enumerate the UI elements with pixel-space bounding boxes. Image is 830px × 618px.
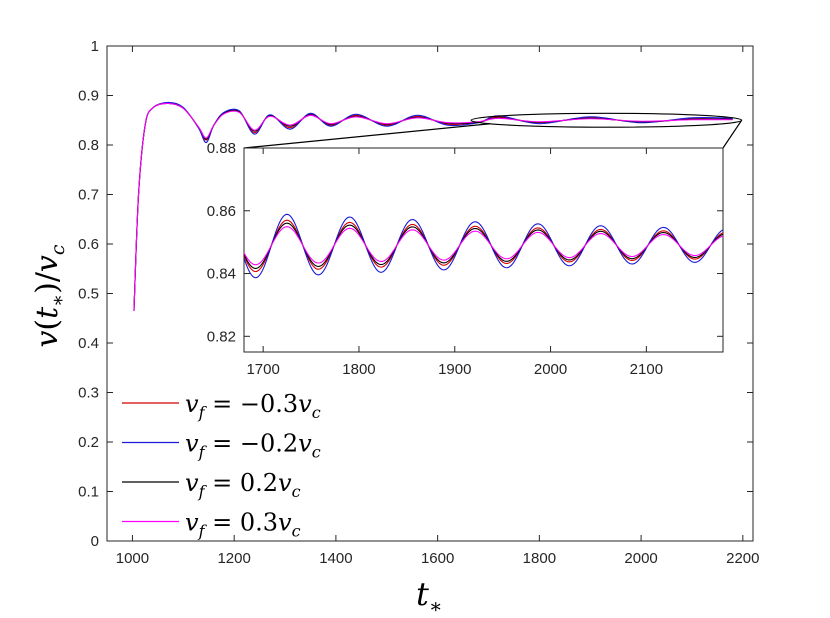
inset-series-group <box>244 213 723 279</box>
main-series-group <box>133 101 733 311</box>
legend-sub: f <box>198 443 208 462</box>
main-xtick-label: 1800 <box>523 550 556 567</box>
legend-coef: −0.2 <box>240 430 298 458</box>
y-label-slash: / <box>30 271 65 282</box>
y-label-c: c <box>47 244 69 255</box>
main-ytick-label: 0.8 <box>78 137 99 154</box>
main-xtick-label: 1000 <box>116 550 149 567</box>
main-ytick-label: 1 <box>91 38 99 55</box>
main-ytick-label: 0.3 <box>78 385 99 402</box>
zoom-connector-left <box>243 123 491 149</box>
x-axis-label-t: t <box>416 575 429 613</box>
main-series-line-4 <box>133 102 733 311</box>
main-xtick-label: 2000 <box>624 550 657 567</box>
legend-unit: v <box>298 390 312 418</box>
main-ytick-label: 0.1 <box>78 484 99 501</box>
inset-xtick-label: 2000 <box>534 361 567 378</box>
y-label-star: ∗ <box>47 294 69 307</box>
main-xtick-label: 2200 <box>726 550 759 567</box>
y-axis-label: v(t∗)/vc <box>30 244 69 347</box>
main-ytick-label: 0.2 <box>78 434 99 451</box>
legend-eq: = <box>204 509 239 537</box>
main-xtick-label: 1600 <box>421 550 454 567</box>
legend-var: v <box>185 430 199 458</box>
main-ytick-label: 0.4 <box>78 335 99 352</box>
inset-axes-frame <box>243 147 724 353</box>
inset-xtick-label: 2100 <box>630 361 663 378</box>
inset-xtick-label: 1800 <box>342 361 375 378</box>
main-y-ticks: 0 0.1 0.2 0.3 0.4 0.5 0.6 0.7 0.8 0.9 1 <box>78 38 753 550</box>
y-label-close: ) <box>30 282 65 294</box>
legend-sub: f <box>198 403 208 422</box>
inset-series-line-2 <box>244 213 723 279</box>
x-axis-label-sub: ∗ <box>429 594 443 618</box>
inset-series-line-3 <box>244 222 723 269</box>
legend-var: v <box>185 509 199 537</box>
y-label-open: ( <box>30 319 65 331</box>
inset-series-line-4 <box>244 226 723 266</box>
inset-xtick-label: 1700 <box>246 361 279 378</box>
legend-eq: = <box>204 390 239 418</box>
main-xtick-label: 1400 <box>319 550 352 567</box>
zoom-connector-right <box>722 119 743 149</box>
zoom-callout <box>243 112 743 149</box>
inset-x-ticks: 1700 1800 1900 2000 2100 <box>246 148 663 378</box>
legend-coef: 0.2 <box>240 469 278 497</box>
legend-unit-sub: c <box>292 482 301 501</box>
inset-xtick-label: 1900 <box>438 361 471 378</box>
main-ytick-label: 0.5 <box>78 286 99 303</box>
legend-unit-sub: c <box>312 443 321 462</box>
legend-unit-sub: c <box>292 522 301 541</box>
inset-plot: 1700 1800 1900 2000 2100 0.82 0.84 0.86 0.88 <box>207 140 724 378</box>
y-label-v: v <box>30 331 65 348</box>
legend-coef: −0.3 <box>240 390 298 418</box>
inset-ytick-label: 0.84 <box>207 266 236 283</box>
legend-unit: v <box>278 509 292 537</box>
legend-sub: f <box>198 522 208 541</box>
main-ytick-label: 0.7 <box>78 187 99 204</box>
legend-var: v <box>185 390 199 418</box>
legend-sub: f <box>198 482 208 501</box>
y-label-t: t <box>30 306 65 319</box>
legend-label: vf = −0.3vc <box>185 390 321 422</box>
legend-unit: v <box>278 469 292 497</box>
main-xtick-label: 1200 <box>217 550 250 567</box>
legend-eq: = <box>204 430 239 458</box>
inset-ytick-label: 0.88 <box>207 140 236 157</box>
inset-ytick-label: 0.86 <box>207 203 236 220</box>
legend-eq: = <box>204 469 239 497</box>
x-axis-label: t∗ <box>416 575 442 618</box>
legend-label: vf = 0.3vc <box>185 509 301 541</box>
legend-coef: 0.3 <box>240 509 278 537</box>
legend-unit-sub: c <box>312 403 321 422</box>
legend-unit: v <box>298 430 312 458</box>
legend-var: v <box>185 469 199 497</box>
legend-label: vf = 0.2vc <box>185 469 301 501</box>
inset-ytick-label: 0.82 <box>207 328 236 345</box>
main-ytick-label: 0 <box>91 533 99 550</box>
inset-y-ticks: 0.82 0.84 0.86 0.88 <box>207 140 723 345</box>
legend-label: vf = −0.2vc <box>185 430 321 462</box>
main-x-ticks: 1000 1200 1400 1600 1800 2000 2200 <box>116 46 760 567</box>
y-label-vc: v <box>30 255 65 272</box>
main-ytick-label: 0.6 <box>78 236 99 253</box>
main-ytick-label: 0.9 <box>78 88 99 105</box>
